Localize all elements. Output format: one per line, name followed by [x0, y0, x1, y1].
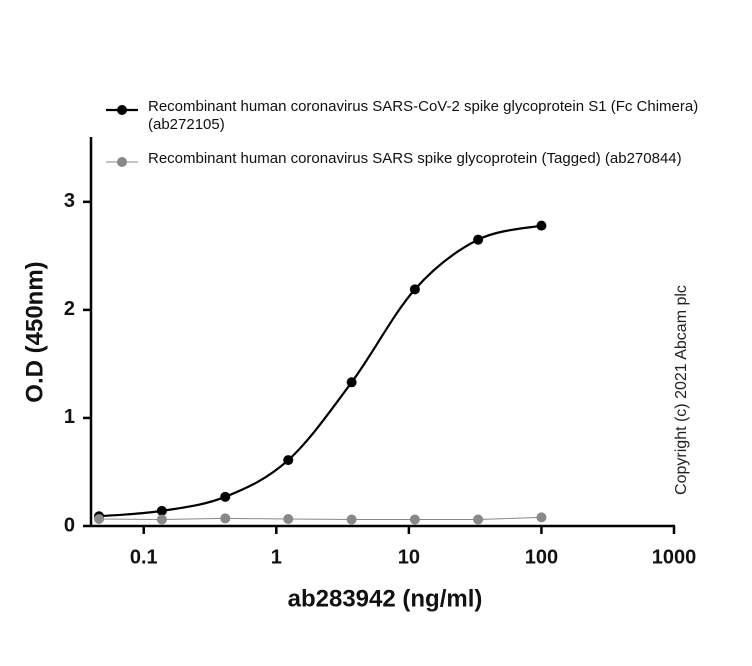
point — [283, 455, 294, 466]
y-tick-label: 3 — [64, 190, 75, 212]
x-tick-label: 1000 — [652, 546, 697, 568]
legend-swatch — [106, 157, 138, 167]
legend-label: Recombinant human coronavirus SARS-CoV-2… — [148, 98, 699, 133]
x-tick-label: 10 — [398, 546, 420, 568]
point — [409, 514, 420, 525]
series-line — [98, 224, 542, 518]
point — [473, 514, 484, 525]
point — [156, 505, 167, 516]
point — [473, 234, 484, 245]
legend-entry: Recombinant human coronavirus SARS spike… — [104, 150, 744, 168]
x-tick-label: 100 — [525, 546, 558, 568]
legend-marker — [117, 105, 127, 115]
series-line — [99, 516, 542, 521]
y-tick-label: 1 — [64, 406, 75, 428]
legend: Recombinant human coronavirus SARS-CoV-2… — [104, 98, 744, 184]
point — [536, 512, 547, 523]
legend-label: Recombinant human coronavirus SARS spike… — [148, 150, 682, 167]
y-axis-label: O.D (450nm) — [21, 261, 48, 402]
point — [220, 491, 231, 502]
legend-entry: Recombinant human coronavirus SARS-CoV-2… — [104, 98, 744, 134]
point — [346, 514, 357, 525]
point — [94, 513, 105, 524]
x-axis-label: ab283942 (ng/ml) — [288, 585, 483, 612]
point — [409, 284, 420, 295]
y-tick-label: 2 — [64, 298, 75, 320]
x-tick-label: 0.1 — [130, 546, 158, 568]
point — [283, 513, 294, 524]
x-tick-label: 1 — [271, 546, 282, 568]
legend-marker — [117, 157, 127, 167]
y-tick-label: 0 — [64, 514, 75, 536]
point — [346, 377, 357, 388]
point — [536, 220, 547, 231]
point — [156, 514, 167, 525]
legend-swatch — [106, 105, 138, 115]
copyright: Copyright (c) 2021 Abcam plc — [673, 285, 690, 495]
point — [220, 513, 231, 524]
